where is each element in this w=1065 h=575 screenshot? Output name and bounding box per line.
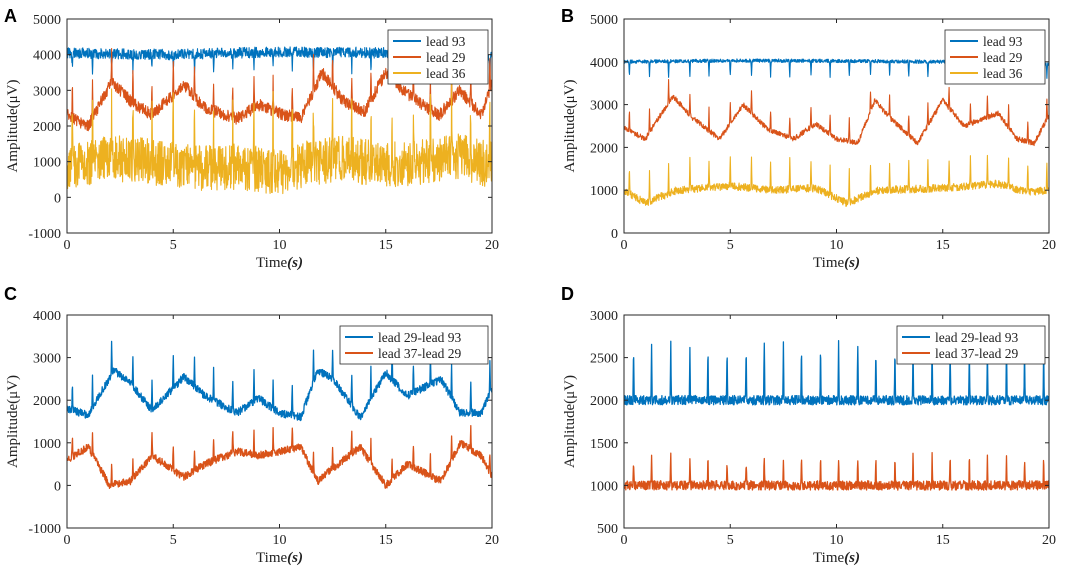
x-tick-label: 5 bbox=[170, 533, 177, 548]
chart-panel-d: D 0 5 10 15 20 500 1000 1500 2000 2500 3000 Time(s) A… bbox=[561, 284, 1056, 566]
x-axis-label: Time(s) bbox=[813, 550, 860, 566]
x-tick-label: 15 bbox=[379, 238, 393, 253]
x-tick-label: 0 bbox=[64, 533, 71, 548]
y-tick-label: 0 bbox=[611, 227, 618, 242]
y-tick-label: 1000 bbox=[590, 184, 618, 199]
legend-entry: lead 93 bbox=[983, 34, 1023, 49]
x-tick-label: 5 bbox=[727, 533, 734, 548]
x-tick-label: 10 bbox=[830, 238, 844, 253]
y-tick-label: 3000 bbox=[33, 84, 61, 99]
x-tick-label: 15 bbox=[379, 533, 393, 548]
y-tick-label: 3000 bbox=[590, 99, 618, 114]
y-tick-label: -1000 bbox=[28, 227, 61, 242]
legend-entry: lead 37-lead 29 bbox=[378, 346, 461, 361]
x-tick-label: 15 bbox=[936, 533, 950, 548]
x-tick-label: 5 bbox=[727, 238, 734, 253]
legend-entry: lead 36 bbox=[426, 66, 466, 81]
series-line-lead-36 bbox=[624, 154, 1049, 207]
x-tick-label: 0 bbox=[621, 238, 628, 253]
series-line-lead-29 bbox=[624, 79, 1049, 147]
y-tick-label: 4000 bbox=[33, 49, 61, 64]
y-tick-label: 1000 bbox=[33, 437, 61, 452]
x-tick-label: 20 bbox=[1042, 533, 1056, 548]
y-tick-label: 500 bbox=[597, 522, 618, 537]
y-axis-label: Amplitude(μV) bbox=[562, 375, 578, 468]
panel-letter: A bbox=[4, 6, 17, 26]
chart-panel-b: B 0 5 10 15 20 0 1000 2000 3000 4000 5000 Time(s) Amp… bbox=[561, 6, 1056, 271]
x-tick-label: 20 bbox=[485, 238, 499, 253]
x-tick-label: 10 bbox=[830, 533, 844, 548]
x-axis-label: Time(s) bbox=[256, 550, 303, 566]
x-tick-label: 20 bbox=[1042, 238, 1056, 253]
y-tick-label: 2000 bbox=[590, 394, 618, 409]
legend-entry: lead 29 bbox=[426, 50, 466, 65]
x-axis-label: Time(s) bbox=[813, 255, 860, 271]
series-line-lead-29-lead-93 bbox=[67, 340, 492, 422]
y-tick-label: 1000 bbox=[33, 156, 61, 171]
y-tick-label: -1000 bbox=[28, 522, 61, 537]
y-axis-label: Amplitude(μV) bbox=[5, 79, 21, 172]
series-line-lead-37-lead-29 bbox=[67, 424, 492, 490]
legend-entry: lead 29-lead 93 bbox=[378, 330, 461, 345]
legend-entry: lead 29-lead 93 bbox=[935, 330, 1018, 345]
x-tick-label: 10 bbox=[273, 533, 287, 548]
x-tick-label: 5 bbox=[170, 238, 177, 253]
y-tick-label: 5000 bbox=[33, 13, 61, 28]
x-tick-label: 10 bbox=[273, 238, 287, 253]
y-tick-label: 2500 bbox=[590, 352, 618, 367]
legend-entry: lead 93 bbox=[426, 34, 466, 49]
chart-panel-a: A0 5 10 15 20-1000010002000300040005000Time(… bbox=[4, 6, 499, 271]
y-axis-label: Amplitude(μV) bbox=[562, 79, 578, 172]
y-tick-label: 4000 bbox=[590, 56, 618, 71]
x-tick-label: 0 bbox=[621, 533, 628, 548]
x-tick-label: 15 bbox=[936, 238, 950, 253]
chart-panel-c: C0 5 10 15 20-100001000200030004000Time(s)Am… bbox=[4, 284, 499, 566]
panel-letter: D bbox=[561, 284, 574, 304]
y-tick-label: 0 bbox=[54, 479, 61, 494]
panel-letter: C bbox=[4, 284, 17, 304]
y-tick-label: 3000 bbox=[33, 352, 61, 367]
y-tick-label: 3000 bbox=[590, 309, 618, 324]
y-tick-label: 2000 bbox=[590, 141, 618, 156]
series-line-lead-37-lead-29 bbox=[624, 451, 1049, 491]
y-tick-label: 5000 bbox=[590, 13, 618, 28]
x-axis-label: Time(s) bbox=[256, 255, 303, 271]
panel-letter: B bbox=[561, 6, 574, 26]
legend-entry: lead 29 bbox=[983, 50, 1023, 65]
series-line-lead-29 bbox=[67, 46, 492, 132]
y-tick-label: 2000 bbox=[33, 120, 61, 135]
y-axis-label: Amplitude(μV) bbox=[5, 375, 21, 468]
legend-entry: lead 37-lead 29 bbox=[935, 346, 1018, 361]
y-tick-label: 2000 bbox=[33, 394, 61, 409]
legend-entry: lead 36 bbox=[983, 66, 1023, 81]
y-tick-label: 0 bbox=[54, 191, 61, 206]
y-tick-label: 1000 bbox=[590, 479, 618, 494]
y-tick-label: 1500 bbox=[590, 437, 618, 452]
x-tick-label: 20 bbox=[485, 533, 499, 548]
y-tick-label: 4000 bbox=[33, 309, 61, 324]
series-line-lead-36 bbox=[67, 75, 492, 195]
series-line-lead-29-lead-93 bbox=[624, 340, 1049, 406]
x-tick-label: 0 bbox=[64, 238, 71, 253]
